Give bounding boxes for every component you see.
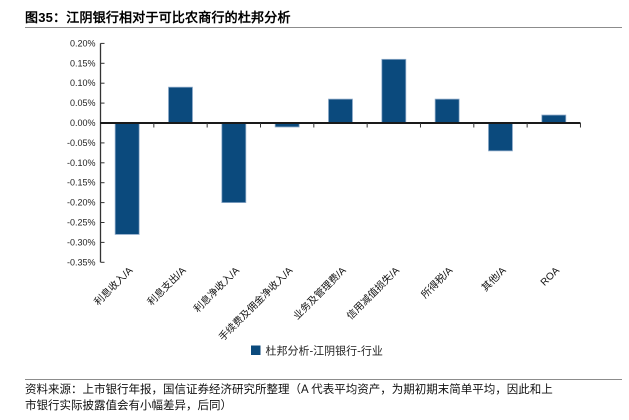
figure-title: 图35：江阴银行相对于可比农商行的杜邦分析	[25, 10, 291, 25]
y-tick-label: 0.20%	[70, 38, 96, 48]
source-note-line1: 资料来源：上市银行年报，国信证券经济研究所整理（A 代表平均资产，为期初期末简单…	[25, 384, 553, 396]
y-tick-label: -0.30%	[67, 237, 96, 247]
bar-5	[381, 58, 407, 124]
y-tick-label: -0.35%	[67, 257, 96, 267]
x-category-label: ROA	[539, 265, 562, 288]
bar-0	[114, 122, 140, 235]
source-note-line2: 市银行实际披露值会有小幅差异，后同）	[25, 399, 232, 412]
y-tick-label: 0.10%	[70, 78, 96, 88]
y-tick-label: -0.15%	[67, 178, 96, 188]
x-category-label: 利息净收入/A	[191, 264, 242, 315]
y-tick-label: 0.00%	[70, 118, 96, 128]
y-tick-label: -0.10%	[67, 158, 96, 168]
bar-6	[434, 98, 460, 124]
title-divider	[25, 27, 622, 28]
y-tick-label: -0.05%	[67, 138, 96, 148]
x-category-label: 业务及管理费/A	[290, 264, 349, 323]
x-category-label: 信用减值损失/A	[344, 264, 403, 323]
legend-label: 杜邦分析-江阴银行-行业	[266, 344, 383, 358]
x-category-label: 利息收入/A	[91, 264, 135, 308]
legend-swatch	[251, 345, 261, 355]
bar-8	[541, 114, 567, 124]
y-tick-label: -0.25%	[67, 218, 96, 228]
y-tick-label: 0.15%	[70, 58, 96, 68]
x-category-label: 利息支出/A	[144, 264, 188, 308]
y-tick-label: 0.05%	[70, 98, 96, 108]
x-category-label: 其他/A	[479, 264, 509, 294]
x-category-label: 所得税/A	[418, 264, 455, 301]
dupont-bar-chart: 0.20% 0.15% 0.10% 0.05% 0.00% -0.05% -0.10% -0.…	[0, 30, 629, 362]
y-tick-label: -0.20%	[67, 198, 96, 208]
bar-7	[488, 122, 513, 152]
source-note: 资料来源：上市银行年报，国信证券经济研究所整理（A 代表平均资产，为期初期末简单…	[25, 383, 625, 414]
source-divider	[25, 379, 622, 380]
bar-2	[221, 122, 247, 203]
bar-4	[328, 98, 353, 124]
chart-canvas: 0.20% 0.15% 0.10% 0.05% 0.00% -0.05% -0.10% -0.…	[67, 38, 581, 358]
bar-1	[168, 86, 193, 124]
